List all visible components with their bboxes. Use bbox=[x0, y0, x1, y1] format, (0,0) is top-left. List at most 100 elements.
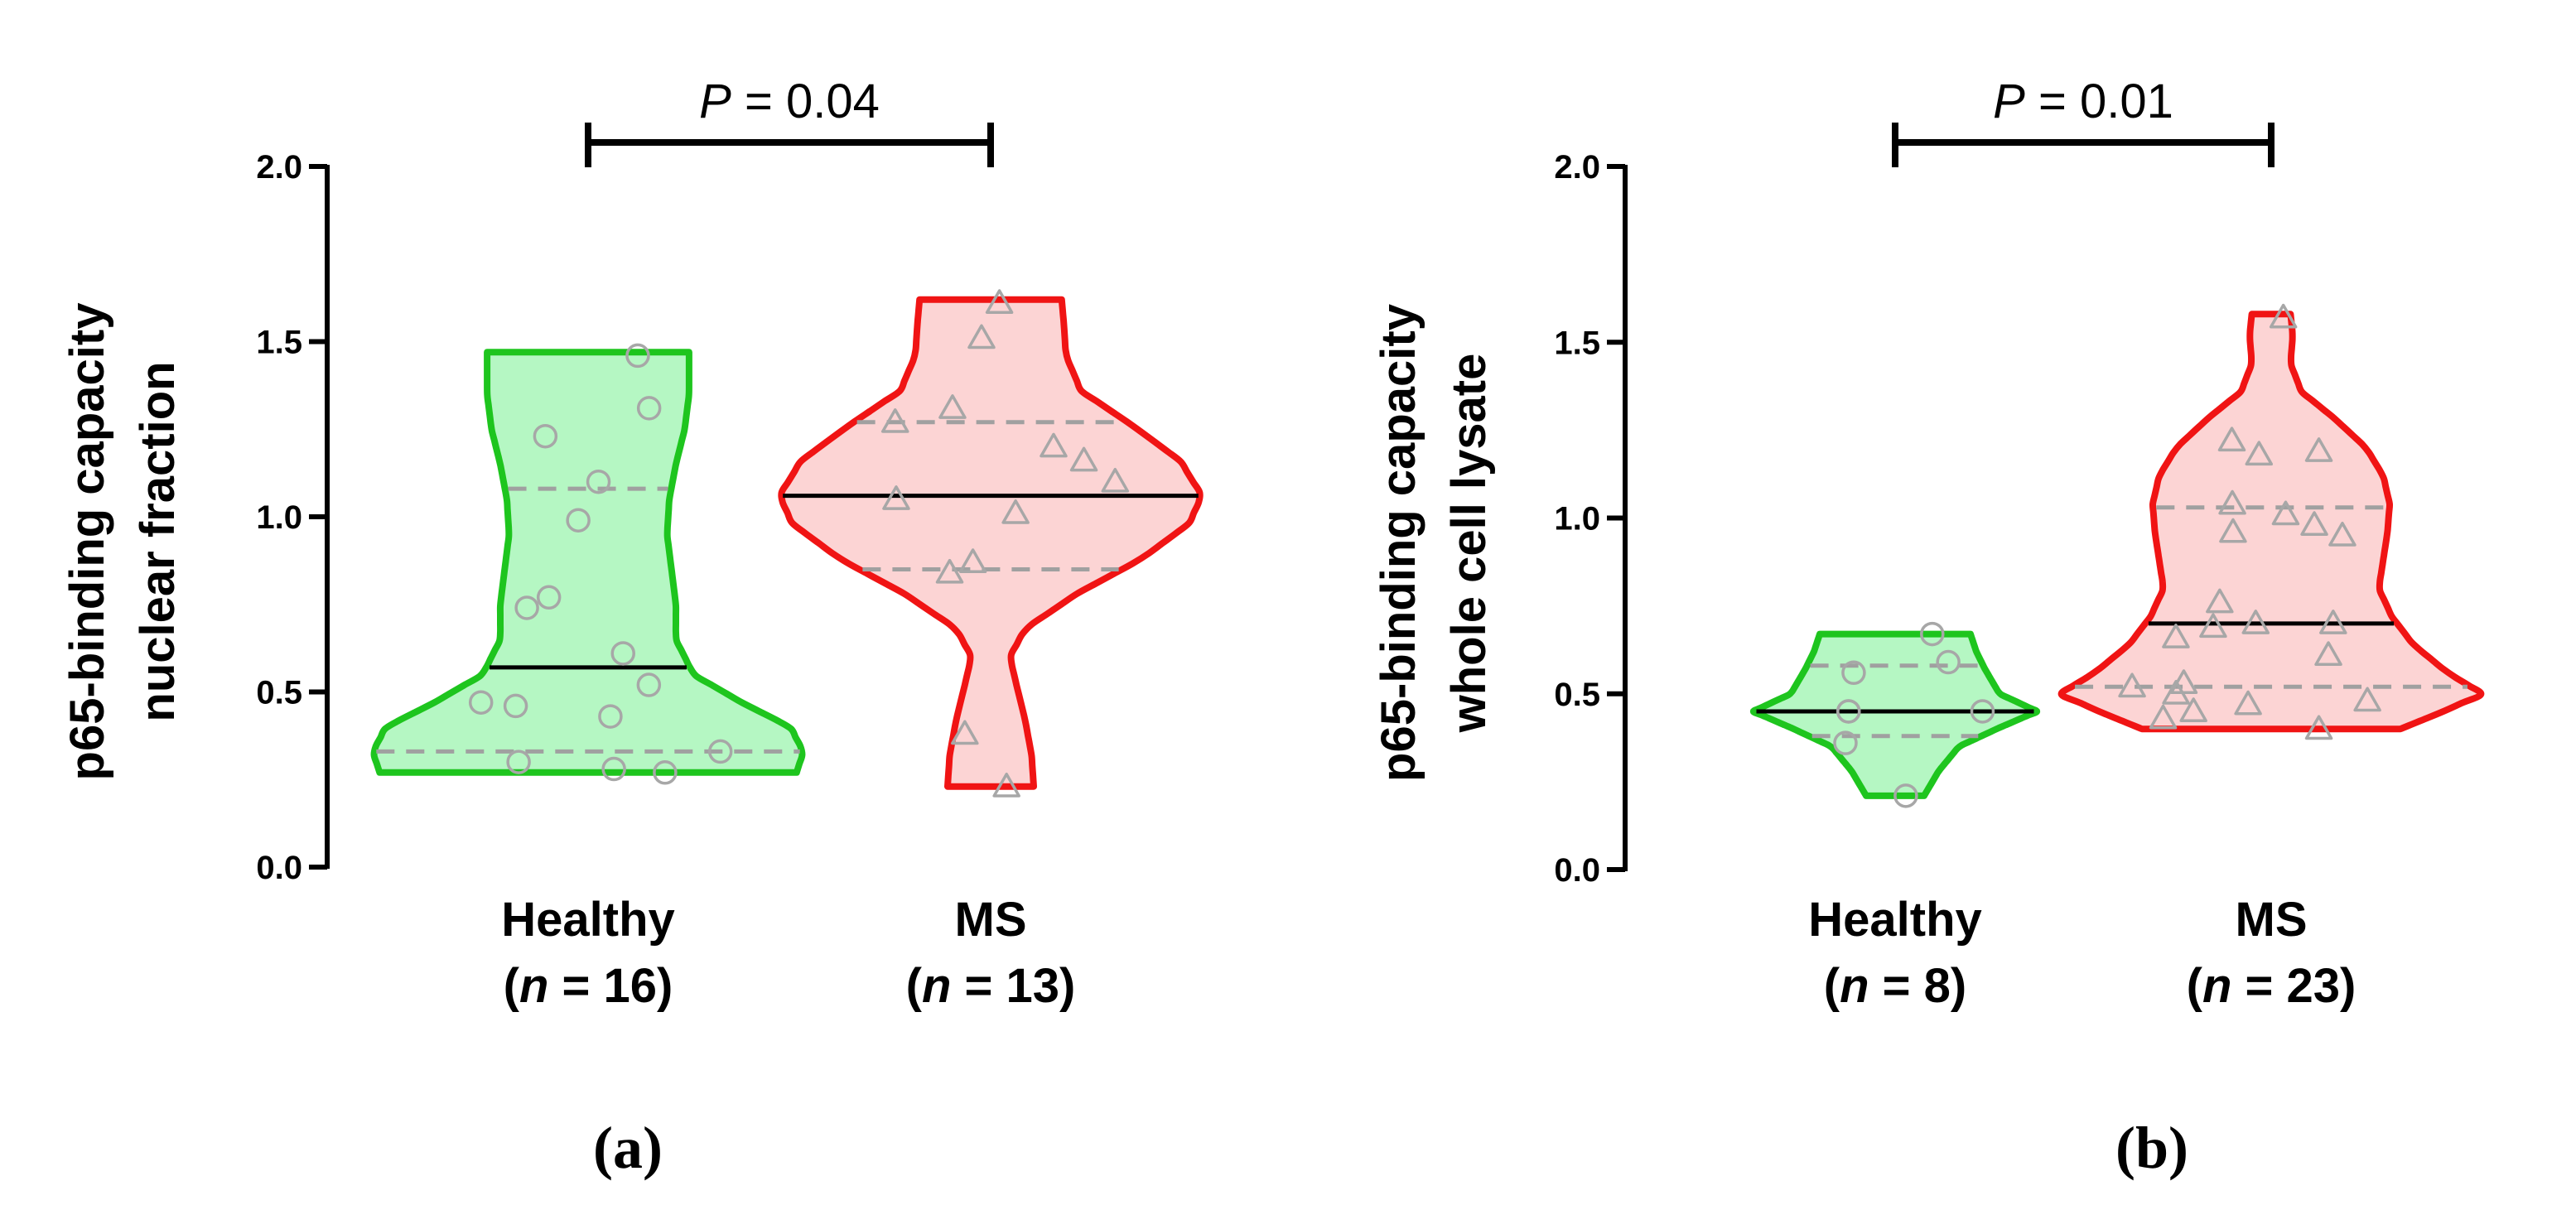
data-point bbox=[2353, 687, 2381, 712]
y-tick-label: 1.5 bbox=[256, 325, 302, 361]
data-point bbox=[1833, 730, 1858, 755]
data-point bbox=[2118, 672, 2146, 698]
data-point bbox=[1893, 783, 1918, 808]
data-point bbox=[1936, 649, 1961, 675]
p-value-label: P = 0.01 bbox=[1993, 75, 2173, 128]
n-close: ) bbox=[1951, 959, 1966, 1013]
n-value: = 8 bbox=[1869, 959, 1951, 1013]
data-point bbox=[468, 690, 494, 715]
violin-body bbox=[778, 296, 1204, 790]
n-value: = 23 bbox=[2231, 959, 2340, 1013]
data-point bbox=[882, 485, 910, 510]
n-symbol: n bbox=[922, 959, 951, 1013]
data-point bbox=[503, 693, 528, 719]
violin-healthy bbox=[1749, 621, 2041, 808]
y-tick-label: 1.0 bbox=[1554, 501, 1600, 537]
p-symbol: P bbox=[699, 75, 731, 128]
sample-size-label: (n = 16) bbox=[504, 959, 673, 1013]
data-point bbox=[1101, 467, 1130, 493]
data-point bbox=[985, 289, 1014, 314]
data-point bbox=[967, 324, 996, 349]
data-point bbox=[2199, 613, 2227, 639]
category-label: MS bbox=[2236, 893, 2308, 947]
sample-size-label: (n = 13) bbox=[906, 959, 1076, 1013]
y-tick-label: 2.0 bbox=[256, 149, 302, 186]
data-point bbox=[2241, 610, 2270, 634]
data-point bbox=[514, 595, 539, 620]
data-point bbox=[2218, 489, 2246, 515]
data-point bbox=[1970, 699, 1995, 724]
data-point bbox=[2245, 441, 2274, 466]
data-point bbox=[958, 548, 987, 573]
sample-size-label: (n = 8) bbox=[1824, 959, 1966, 1013]
p-value-label: P = 0.04 bbox=[699, 75, 880, 128]
n-value: = 13 bbox=[951, 959, 1059, 1013]
data-point bbox=[2328, 521, 2357, 547]
data-point bbox=[2314, 641, 2342, 667]
n-close: ) bbox=[657, 959, 673, 1013]
y-tick-label: 0.0 bbox=[1554, 852, 1600, 889]
y-tick-label: 1.0 bbox=[256, 499, 302, 536]
violin-body bbox=[2057, 311, 2485, 733]
n-open: ( bbox=[504, 959, 520, 1013]
chart-panel-a: 0.0 0.5 1.0 1.5 2.0 p65-binding capacity nucle… bbox=[60, 75, 1204, 1181]
y-tick-label: 0.0 bbox=[256, 850, 302, 886]
data-point bbox=[992, 772, 1020, 798]
y-axis-label-line2: nuclear fraction bbox=[131, 361, 185, 721]
data-point bbox=[536, 585, 562, 610]
y-axis-label-line1: p65-binding capacity bbox=[1372, 304, 1425, 782]
panel-label: (b) bbox=[2115, 1115, 2188, 1181]
data-point bbox=[935, 558, 964, 584]
data-point bbox=[1836, 699, 1861, 724]
n-open: ( bbox=[906, 959, 923, 1013]
data-point bbox=[1920, 621, 1945, 647]
data-point bbox=[2269, 303, 2298, 329]
data-point bbox=[951, 720, 979, 745]
data-point bbox=[2271, 500, 2300, 526]
y-axis-label-line2: whole cell lysate bbox=[1442, 354, 1496, 734]
data-point bbox=[2300, 511, 2328, 536]
n-open: ( bbox=[1824, 959, 1840, 1013]
n-close: ) bbox=[2340, 959, 2356, 1013]
y-tick-label: 2.0 bbox=[1554, 149, 1600, 186]
data-point bbox=[2219, 518, 2247, 543]
data-point bbox=[1040, 432, 1068, 458]
n-symbol: n bbox=[519, 959, 548, 1013]
violin-body bbox=[1749, 630, 2041, 799]
n-symbol: n bbox=[1840, 959, 1869, 1013]
p-symbol: P bbox=[1993, 75, 2025, 128]
y-tick-label: 1.5 bbox=[1554, 325, 1600, 361]
violin-ms bbox=[2057, 303, 2485, 740]
category-label: Healthy bbox=[1808, 893, 1982, 947]
y-tick-label: 0.5 bbox=[256, 675, 302, 711]
data-point bbox=[2217, 427, 2246, 452]
data-point bbox=[636, 672, 662, 697]
data-point bbox=[2304, 437, 2333, 462]
data-point bbox=[636, 396, 662, 421]
data-point bbox=[2179, 697, 2207, 722]
data-point bbox=[2319, 610, 2347, 634]
data-point bbox=[2169, 669, 2198, 695]
data-point bbox=[566, 508, 591, 533]
chart-panel-b: 0.0 0.5 1.0 1.5 2.0 p65-binding capacity whole… bbox=[1372, 75, 2485, 1181]
significance-bracket: P = 0.04 bbox=[585, 75, 994, 167]
data-point bbox=[601, 756, 626, 782]
data-point bbox=[653, 760, 678, 785]
panel-label: (a) bbox=[593, 1115, 663, 1181]
data-point bbox=[1069, 446, 1098, 472]
y-axis-label-line1: p65-binding capacity bbox=[60, 303, 114, 781]
data-point bbox=[2206, 588, 2234, 614]
data-point bbox=[598, 704, 623, 729]
sample-size-label: (n = 23) bbox=[2187, 959, 2357, 1013]
data-point bbox=[2162, 624, 2190, 648]
violin-body bbox=[370, 349, 806, 776]
n-symbol: n bbox=[2202, 959, 2231, 1013]
data-point bbox=[625, 343, 650, 369]
data-point bbox=[2234, 690, 2262, 716]
n-close: ) bbox=[1059, 959, 1075, 1013]
data-point bbox=[1841, 660, 1866, 686]
n-value: = 16 bbox=[548, 959, 657, 1013]
violin-healthy bbox=[370, 343, 806, 785]
data-point bbox=[1001, 499, 1030, 524]
